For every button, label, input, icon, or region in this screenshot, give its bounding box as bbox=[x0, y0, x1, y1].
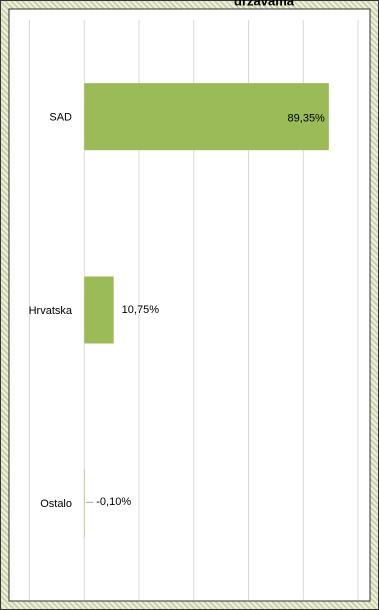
bar bbox=[83, 469, 85, 537]
y-tick-label: Ostalo bbox=[40, 498, 72, 510]
value-label: 10,75% bbox=[122, 304, 160, 316]
bar bbox=[84, 83, 329, 151]
value-label: -0,10% bbox=[96, 496, 131, 508]
bar bbox=[84, 276, 114, 344]
y-tick-label: SAD bbox=[49, 112, 72, 124]
value-label: 89,35% bbox=[288, 113, 326, 125]
y-tick-label: Hrvatska bbox=[29, 305, 73, 317]
chart-title: državama bbox=[234, 0, 295, 8]
